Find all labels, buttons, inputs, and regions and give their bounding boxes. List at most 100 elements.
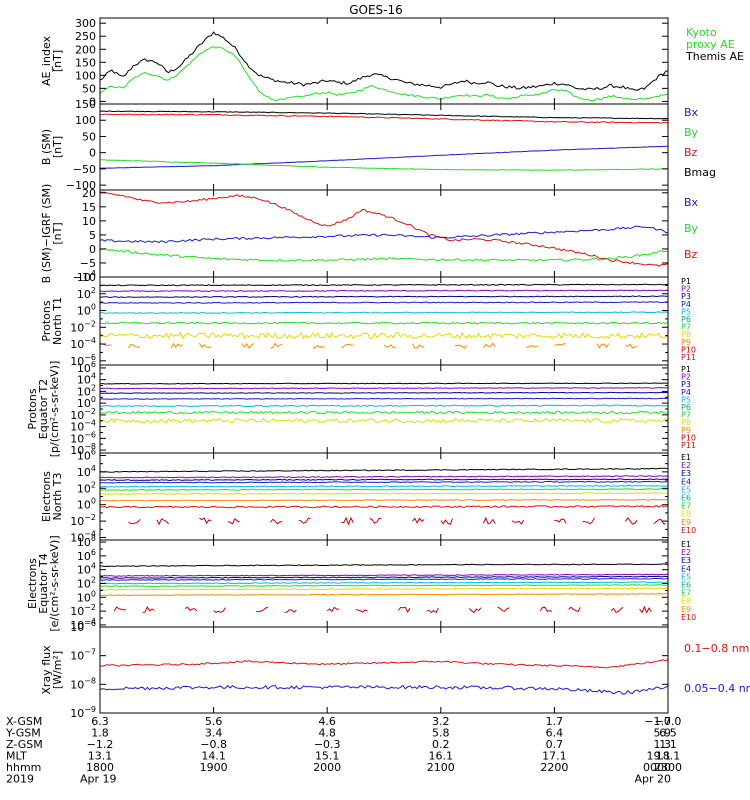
ephemeris-label: Z-GSM	[6, 738, 43, 751]
series-bsm-1	[100, 110, 668, 120]
y-tick-label: 0	[89, 95, 96, 108]
legend-entry: E4	[681, 477, 691, 486]
legend-entry: E9	[681, 518, 691, 527]
legend-entry: E1	[681, 540, 691, 549]
y-tick-label: −5	[80, 257, 96, 270]
ephemeris-value: 2200	[540, 761, 568, 774]
series-ae-2	[100, 46, 668, 102]
y-axis-label: [p/(cm²-s-sr-keV)]	[48, 361, 61, 458]
y-tick-label: 10−4	[70, 336, 96, 351]
series-protons2-1	[100, 382, 668, 385]
y-axis-label: [nT]	[51, 222, 64, 244]
y-tick-label: 10−2	[70, 603, 96, 618]
legend-entry: E3	[681, 469, 691, 478]
y-tick-label: 106	[77, 447, 96, 462]
series-group	[100, 563, 668, 614]
y-tick-label: 10−6	[70, 619, 96, 634]
series-group	[100, 382, 668, 424]
ephemeris-value: 2000	[313, 761, 341, 774]
series-electrons1-7	[100, 492, 668, 495]
ephemeris-value: −0.3	[314, 738, 341, 751]
ephemeris-value: 5.9	[654, 727, 672, 740]
panel-frame	[99, 189, 669, 278]
ephemeris-value: 1900	[200, 761, 228, 774]
y-tick-label: 150	[75, 56, 96, 69]
series-electrons2-5	[100, 581, 668, 585]
series-group	[100, 110, 668, 171]
ephemeris-label: MLT	[6, 750, 27, 763]
y-tick-label: 10−2	[70, 513, 96, 528]
y-tick-label: 100	[77, 303, 96, 318]
ephemeris-value: 6.5	[659, 727, 677, 740]
legend-entry: P5	[681, 395, 691, 404]
ephemeris-value: 2300	[654, 761, 682, 774]
panel-ae: 050100150200250300AE_index[nT]Kyotoproxy…	[40, 17, 744, 108]
y-axis-label: Equator T4	[37, 553, 50, 613]
series-electrons2-1	[100, 563, 668, 568]
y-axis-label: North T3	[51, 473, 64, 521]
ephemeris-value: −1.7	[644, 715, 671, 728]
y-tick-label: 10−2	[70, 319, 96, 334]
y-axis-label: B (SM)−IGRF (SM)	[40, 184, 53, 284]
y-axis-label: Equator T2	[37, 379, 50, 439]
legend-entry: P10	[681, 433, 696, 442]
legend-entry: Kyoto	[686, 26, 717, 39]
series-electrons2-4	[100, 577, 668, 581]
y-tick-label: −50	[73, 163, 96, 176]
y-tick-label: 200	[75, 43, 96, 56]
legend-entry: Bmag	[684, 166, 716, 179]
ephemeris-value: 15.1	[315, 750, 340, 763]
y-axis-label: [W/m²]	[51, 651, 64, 689]
legend-entry: E2	[681, 548, 691, 557]
series-protons2-3	[100, 391, 668, 394]
legend-entry: P2	[681, 285, 691, 294]
panel-bsm: −100 −50 0 50 100 150 B (SM)[nT] Bx By Bz Bmag	[40, 98, 716, 192]
series-protons2-7	[100, 417, 668, 424]
series-group	[100, 658, 668, 695]
legend-entry: P5	[681, 307, 691, 316]
y-axis-label: Protons	[26, 388, 39, 429]
series-protons1-3	[100, 295, 668, 299]
legend-entry: E5	[681, 572, 691, 581]
legend-entry: E3	[681, 556, 691, 565]
series-group	[100, 467, 668, 526]
y-axis-label: Electrons	[26, 558, 39, 609]
ephemeris-value: 16.1	[429, 750, 454, 763]
ephemeris-value: 4.8	[318, 727, 336, 740]
legend-entry: P1	[681, 277, 691, 286]
legend-entry: P9	[681, 338, 691, 347]
legend-entry: P4	[681, 300, 691, 309]
ephemeris-value: 18.1	[656, 750, 681, 763]
ephemeris-value: 14.1	[201, 750, 226, 763]
series-bigrf-2	[100, 225, 668, 244]
legend-entry: E8	[681, 510, 691, 519]
ephemeris-label: hhmm	[6, 761, 41, 774]
ephemeris-value: 4.6	[318, 715, 336, 728]
legend-entry: Bz	[684, 248, 698, 261]
ephemeris-label: Y-GSM	[5, 727, 41, 740]
ephemeris-value: 0.2	[432, 738, 450, 751]
ephemeris-value: 1.7	[546, 715, 564, 728]
ephemeris-label: X-GSM	[6, 715, 42, 728]
series-electrons1-4	[100, 480, 668, 484]
ephemeris-value: 0000	[643, 761, 671, 774]
y-tick-label: −100	[66, 179, 96, 192]
series-protons2-5	[100, 404, 668, 408]
legend-entry: P1	[681, 365, 691, 374]
series-protons1-7	[100, 331, 668, 340]
y-tick-label: 10−8	[70, 676, 96, 691]
ephemeris-value: 5.6	[205, 715, 223, 728]
series-xray-2	[100, 684, 668, 695]
y-tick-label: 102	[77, 480, 96, 495]
ephemeris-value: 3.2	[432, 715, 450, 728]
ephemeris-value: Apr 19	[80, 773, 117, 786]
series-electrons1-1	[100, 467, 668, 473]
ephemeris-value: 2100	[427, 761, 455, 774]
legend-entry: E7	[681, 502, 691, 511]
y-tick-label: 102	[77, 286, 96, 301]
series-protons1-8	[100, 343, 668, 348]
y-tick-label: 10	[82, 215, 96, 228]
